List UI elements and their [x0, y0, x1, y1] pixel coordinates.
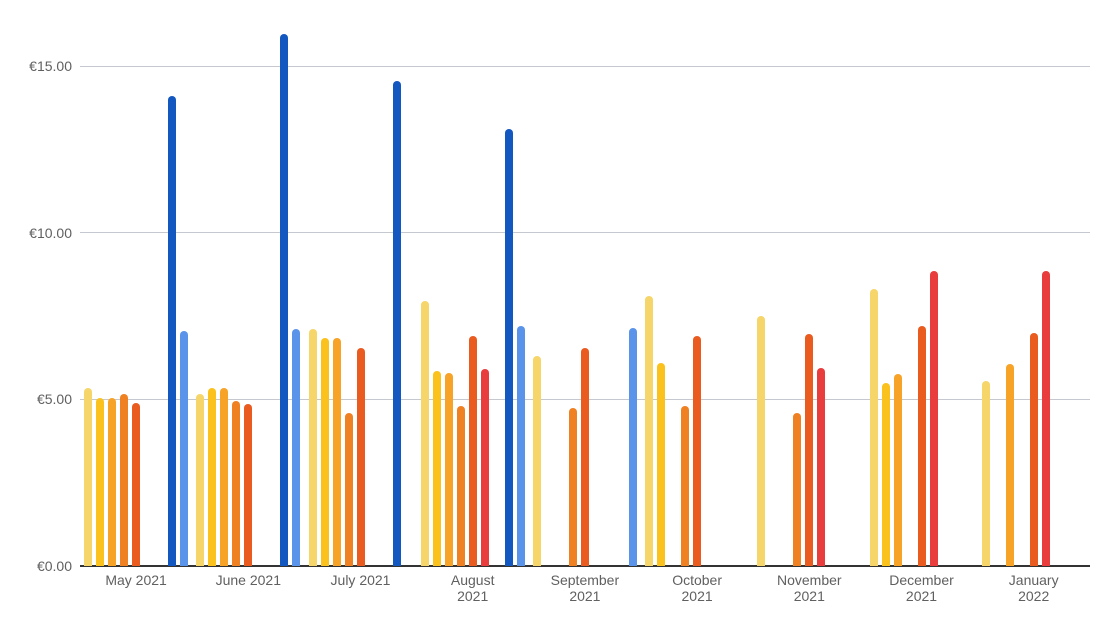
x-axis-label: January 2022 [974, 566, 1094, 604]
x-axis-label: September 2021 [525, 566, 645, 604]
bar [96, 398, 104, 566]
bar [309, 329, 317, 566]
bar [168, 96, 176, 566]
bar [457, 406, 465, 566]
bar [292, 329, 300, 566]
bar [208, 388, 216, 566]
x-axis-label: June 2021 [188, 566, 308, 588]
bar [220, 388, 228, 566]
bar [894, 374, 902, 566]
bar [581, 348, 589, 566]
bar [505, 129, 513, 566]
bar [645, 296, 653, 566]
bar [108, 398, 116, 566]
x-axis-label: August 2021 [413, 566, 533, 604]
bar [918, 326, 926, 566]
bar [132, 403, 140, 566]
bar [232, 401, 240, 566]
bar [629, 328, 637, 566]
bar [930, 271, 938, 566]
bar [1042, 271, 1050, 566]
y-axis-label: €0.00 [37, 558, 80, 574]
bar [196, 394, 204, 566]
bar [1006, 364, 1014, 566]
bar [681, 406, 689, 566]
bar [357, 348, 365, 566]
bar [421, 301, 429, 566]
bar [345, 413, 353, 566]
bar [393, 81, 401, 566]
x-axis-label: December 2021 [862, 566, 982, 604]
bar [517, 326, 525, 566]
bar [280, 34, 288, 566]
x-axis-label: October 2021 [637, 566, 757, 604]
bar [433, 371, 441, 566]
bar [982, 381, 990, 566]
y-axis-label: €5.00 [37, 391, 80, 407]
bar [244, 404, 252, 566]
bar [793, 413, 801, 566]
bar [445, 373, 453, 566]
bar [657, 363, 665, 566]
bar [693, 336, 701, 566]
gridline [80, 232, 1090, 233]
bar [120, 394, 128, 566]
bar [757, 316, 765, 566]
bar [1030, 333, 1038, 566]
bar [469, 336, 477, 566]
plot-area: €0.00€5.00€10.00€15.00May 2021June 2021J… [80, 16, 1090, 566]
x-axis-label: November 2021 [749, 566, 869, 604]
bar [481, 369, 489, 566]
bar [805, 334, 813, 566]
bar [533, 356, 541, 566]
y-axis-label: €15.00 [29, 58, 80, 74]
bar [321, 338, 329, 566]
bar [870, 289, 878, 566]
gridline [80, 66, 1090, 67]
bar [333, 338, 341, 566]
bar [569, 408, 577, 566]
price-bar-chart: €0.00€5.00€10.00€15.00May 2021June 2021J… [0, 0, 1106, 629]
bar [817, 368, 825, 566]
bar [882, 383, 890, 566]
x-axis-label: May 2021 [76, 566, 196, 588]
bar [84, 388, 92, 566]
x-axis-label: July 2021 [301, 566, 421, 588]
bar [180, 331, 188, 566]
y-axis-label: €10.00 [29, 225, 80, 241]
